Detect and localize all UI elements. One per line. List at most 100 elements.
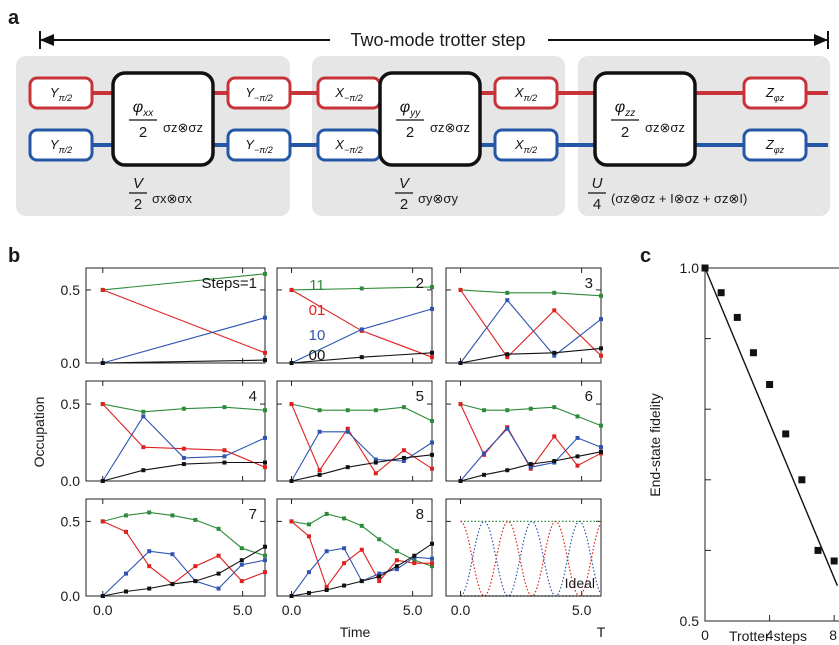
series-point-01 xyxy=(100,519,105,524)
panel-label: 2 xyxy=(416,275,424,292)
fidelity-point xyxy=(749,349,757,357)
occupation-panel-8: 8 0.0 5.0 xyxy=(276,498,434,618)
series-point-10 xyxy=(359,327,364,332)
series-point-00 xyxy=(377,574,382,579)
ideal-series-10 xyxy=(460,520,602,597)
occupation-x-title: Time xyxy=(340,624,371,640)
series-point-01 xyxy=(505,355,510,360)
series-point-11 xyxy=(482,408,487,413)
series-point-10 xyxy=(263,435,267,440)
series-point-11 xyxy=(263,271,267,276)
series-point-11 xyxy=(377,537,382,542)
series-point-11 xyxy=(599,423,603,428)
panel-frame xyxy=(445,267,602,364)
series-line-11 xyxy=(291,403,433,422)
series-point-00 xyxy=(141,468,146,473)
series-point-11 xyxy=(552,290,557,295)
series-point-01 xyxy=(147,564,152,569)
series-point-00 xyxy=(324,588,329,593)
series-line-00 xyxy=(102,546,266,597)
series-point-00 xyxy=(289,361,294,365)
series-point-10 xyxy=(552,353,557,358)
caption-zz-den: 4 xyxy=(593,196,601,213)
series-point-01 xyxy=(458,402,463,407)
gate-y-bottom-right-label: Y−π/2 xyxy=(245,137,272,155)
x-tick-label: 0.0 xyxy=(451,602,471,618)
series-point-00 xyxy=(147,586,152,591)
x-tick-label: 8 xyxy=(829,627,837,643)
series-point-01 xyxy=(324,585,329,590)
series-point-11 xyxy=(263,408,267,413)
gate-yy xyxy=(378,71,482,167)
legend-label-11: 11 xyxy=(309,277,325,294)
series-point-01 xyxy=(401,448,406,453)
series-point-01 xyxy=(193,564,198,569)
series-point-00 xyxy=(599,449,603,454)
x-tick-label: 5.0 xyxy=(233,602,253,618)
series-line-11 xyxy=(102,511,266,557)
series-point-10 xyxy=(123,571,128,576)
series-point-10 xyxy=(599,317,603,322)
series-point-01 xyxy=(216,553,221,558)
gate-x-top-right-label: Xπ/2 xyxy=(514,85,537,103)
series-point-10 xyxy=(373,457,378,462)
series-point-10 xyxy=(401,459,406,463)
series-point-01 xyxy=(575,463,580,468)
series-line-11 xyxy=(102,273,266,291)
series-point-11 xyxy=(342,516,347,521)
series-point-11 xyxy=(317,408,322,413)
series-line-11 xyxy=(460,289,602,297)
gate-xx-num: φxx xyxy=(133,99,154,119)
series-point-00 xyxy=(394,564,399,569)
series-point-11 xyxy=(345,408,350,413)
series-point-11 xyxy=(263,553,267,558)
panel-frame xyxy=(85,380,266,482)
series-point-10 xyxy=(317,429,322,434)
series-point-10 xyxy=(482,451,487,456)
series-line-00 xyxy=(291,454,433,482)
series-point-00 xyxy=(430,541,434,546)
caption-yy-den: 2 xyxy=(400,196,408,213)
series-line-00 xyxy=(102,359,266,364)
gate-x-bottom-right-label: Xπ/2 xyxy=(514,137,537,155)
y-tick-label: 0.5 xyxy=(680,613,700,629)
series-point-10 xyxy=(345,429,350,434)
series-point-11 xyxy=(575,414,580,419)
circuit-diagram: Yπ/2 Yπ/2 φxx 2 σz⊗σz Y−π/2 Y−π/2 V 2 σx⊗σx X−π/2 X… xyxy=(16,56,830,216)
series-point-00 xyxy=(289,594,294,598)
series-point-11 xyxy=(170,513,175,518)
series-point-10 xyxy=(263,558,267,563)
series-point-00 xyxy=(345,465,350,470)
series-point-01 xyxy=(239,579,244,584)
fidelity-point xyxy=(733,313,741,321)
panel-letter-a: a xyxy=(8,7,20,29)
gate-zz xyxy=(593,71,697,167)
panel-frame xyxy=(276,498,433,597)
gate-zz-den: 2 xyxy=(621,124,629,141)
circuit-header: Two-mode trotter step xyxy=(350,30,525,50)
series-point-10 xyxy=(170,552,175,557)
series-point-00 xyxy=(263,358,267,363)
panel-label: Steps=1 xyxy=(202,275,257,292)
series-point-11 xyxy=(394,549,399,554)
series-point-10 xyxy=(324,549,329,554)
caption-yy-rest: σy⊗σy xyxy=(418,191,458,206)
panel-letter-c: c xyxy=(640,245,651,267)
series-point-00 xyxy=(222,460,227,465)
x-tick-label: 0 xyxy=(701,627,709,643)
series-line-10 xyxy=(460,299,602,364)
gate-xx xyxy=(111,71,215,167)
series-point-11 xyxy=(412,558,417,563)
gate-z-bottom xyxy=(742,128,808,162)
gate-x-top-right xyxy=(493,76,559,110)
series-point-10 xyxy=(263,315,267,320)
series-point-11 xyxy=(147,510,152,515)
x-tick-label: 0.0 xyxy=(282,602,302,618)
series-point-01 xyxy=(412,561,417,566)
series-point-11 xyxy=(505,408,510,413)
series-point-11 xyxy=(430,419,434,423)
fit-line xyxy=(704,267,839,586)
gate-z-top-label: Zφz xyxy=(765,85,785,103)
series-point-11 xyxy=(599,293,603,298)
ideal-label: Ideal xyxy=(565,575,595,591)
